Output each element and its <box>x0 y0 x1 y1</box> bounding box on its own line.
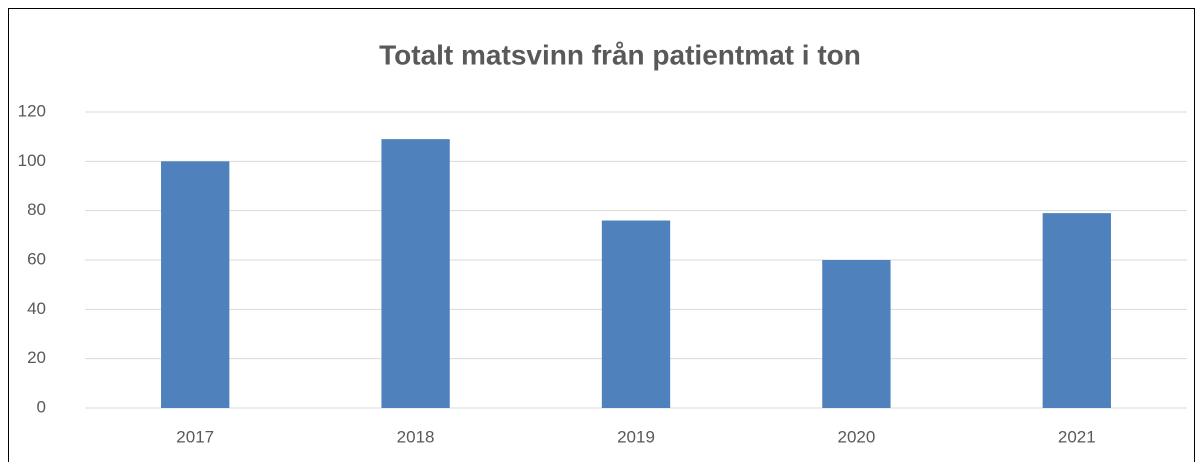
x-tick-label: 2021 <box>1058 427 1096 446</box>
y-tick-label: 120 <box>18 101 46 120</box>
y-tick-label: 80 <box>27 200 46 219</box>
chart-title: Totalt matsvinn från patientmat i ton <box>379 39 861 70</box>
x-tick-label: 2020 <box>837 427 875 446</box>
bar <box>161 161 230 408</box>
y-tick-label: 0 <box>37 397 46 416</box>
x-tick-label: 2017 <box>176 427 214 446</box>
y-tick-label: 40 <box>27 299 46 318</box>
y-tick-label: 20 <box>27 348 46 367</box>
y-tick-label: 100 <box>18 151 46 170</box>
bar <box>822 260 891 408</box>
x-tick-label: 2018 <box>397 427 435 446</box>
y-tick-label: 60 <box>27 249 46 268</box>
bar <box>601 220 671 408</box>
bar <box>1042 213 1111 408</box>
bar <box>381 139 450 408</box>
x-tick-label: 2019 <box>617 427 655 446</box>
